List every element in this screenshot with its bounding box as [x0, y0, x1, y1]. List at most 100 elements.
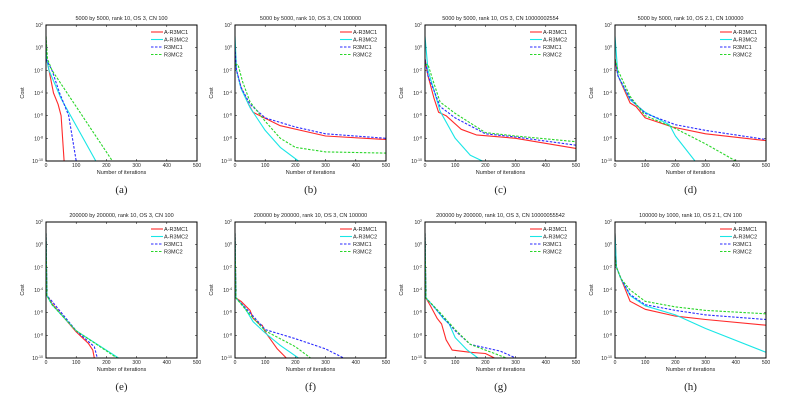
y-tick-label: 10-4 [603, 287, 612, 294]
y-tick-exponent: -8 [609, 332, 612, 336]
y-tick-exponent: -10 [38, 158, 43, 162]
x-tick-label: 100 [261, 360, 270, 366]
y-tick-exponent: -10 [227, 158, 232, 162]
series-line-r3mc2 [46, 233, 118, 358]
y-tick-exponent: -4 [609, 287, 612, 291]
series-line-r3mc1 [425, 233, 516, 358]
series-line-a-r3mc2 [235, 233, 299, 358]
plot-frame [614, 221, 767, 359]
x-axis-label: Number of iterations [97, 367, 147, 373]
series-group [425, 36, 576, 161]
y-tick-label: 10-10 [411, 158, 422, 165]
y-tick-exponent: 0 [420, 242, 422, 246]
y-tick-label: 100 [604, 45, 612, 52]
y-tick-label: 10-6 [34, 310, 43, 317]
legend-entry: R3MC1 [733, 45, 752, 51]
y-tick-exponent: -4 [609, 90, 612, 94]
legend-entry: A-R3MC1 [733, 227, 757, 233]
legend-entry: R3MC2 [164, 53, 183, 59]
series-line-a-r3mc2 [615, 36, 696, 161]
legend-entry: A-R3MC1 [543, 227, 567, 233]
x-tick-label: 500 [572, 360, 581, 366]
plot-frame [45, 24, 198, 162]
plot-frame [234, 24, 387, 162]
y-tick-label: 10-8 [413, 135, 422, 142]
y-tick-label: 102 [604, 22, 612, 29]
plot-title: 5000 by 5000, rank 10, OS 2.1, CN 100000 [638, 16, 744, 22]
series-line-a-r3mc1 [425, 233, 495, 358]
series-line-a-r3mc1 [46, 233, 95, 358]
series-line-a-r3mc2 [425, 36, 483, 161]
y-tick-label: 10-4 [413, 287, 422, 294]
series-line-r3mc1 [46, 233, 98, 358]
y-tick-exponent: -6 [419, 113, 422, 117]
legend-entry: R3MC2 [353, 53, 372, 59]
y-tick-exponent: -6 [229, 113, 232, 117]
x-axis-label: Number of iterations [97, 170, 147, 176]
y-tick-label: 100 [414, 242, 422, 249]
subfigure-caption: (c) [494, 184, 507, 196]
series-line-r3mc1 [46, 58, 77, 161]
x-tick-label: 400 [732, 360, 741, 366]
series-line-r3mc1 [425, 58, 576, 146]
y-tick-label: 10-6 [603, 310, 612, 317]
subplot-h: 100000 by 1000, rank 10, OS 2.1, CN 100 1… [589, 213, 770, 393]
x-tick-label: 300 [701, 360, 710, 366]
y-tick-label: 10-8 [34, 332, 43, 339]
x-tick-label: 400 [163, 360, 172, 366]
x-tick-label: 500 [762, 163, 771, 169]
x-tick-label: 300 [511, 360, 520, 366]
legend-entry: A-R3MC1 [353, 30, 377, 36]
legend-entry: R3MC2 [733, 53, 752, 59]
legend-entry: R3MC2 [164, 250, 183, 256]
y-tick-exponent: 0 [610, 242, 612, 246]
subfigure-caption: (d) [684, 184, 697, 196]
series-line-r3mc2 [235, 233, 311, 358]
x-tick-label: 400 [542, 360, 551, 366]
x-axis-label: Number of iterations [286, 367, 336, 373]
y-tick-exponent: -10 [607, 355, 612, 359]
y-tick-exponent: -6 [609, 310, 612, 314]
plot-title: 5000 by 5000, rank 10, OS 3, CN 10000002… [442, 16, 559, 22]
series-group [615, 36, 766, 161]
y-tick-exponent: -8 [40, 332, 43, 336]
y-tick-label: 10-2 [413, 264, 422, 271]
x-tick-label: 100 [72, 163, 81, 169]
y-tick-exponent: 0 [230, 242, 232, 246]
series-line-a-r3mc2 [425, 233, 479, 358]
x-tick-label: 200 [481, 360, 490, 366]
y-tick-label: 10-4 [223, 90, 232, 97]
plot-frame [45, 221, 198, 359]
y-tick-exponent: -8 [40, 135, 43, 139]
x-axis-label: Number of iterations [286, 170, 336, 176]
legend-entry: A-R3MC2 [543, 235, 567, 241]
x-tick-label: 400 [732, 163, 741, 169]
y-axis-label: Cost [20, 284, 26, 296]
y-tick-exponent: 2 [41, 22, 43, 26]
series-line-r3mc2 [235, 64, 386, 154]
y-tick-exponent: -2 [229, 67, 232, 71]
y-axis-label: Cost [399, 284, 405, 296]
y-tick-label: 10-6 [223, 113, 232, 120]
y-tick-label: 100 [224, 45, 232, 52]
y-tick-exponent: -6 [229, 310, 232, 314]
series-line-r3mc2 [425, 64, 576, 143]
y-tick-label: 10-6 [413, 310, 422, 317]
x-tick-label: 0 [45, 163, 48, 169]
y-tick-label: 10-10 [221, 158, 232, 165]
subfigure-caption: (g) [494, 381, 507, 393]
series-line-a-r3mc1 [235, 233, 287, 358]
legend-entry: R3MC1 [164, 45, 183, 51]
series-line-a-r3mc1 [615, 58, 766, 142]
y-tick-exponent: -10 [607, 158, 612, 162]
plot-title: 200000 by 200000, rank 10, OS 3, CN 1000… [436, 213, 565, 219]
x-tick-label: 400 [352, 163, 361, 169]
series-line-a-r3mc1 [425, 58, 576, 149]
x-tick-label: 0 [234, 163, 237, 169]
legend-entry: R3MC2 [543, 53, 562, 59]
y-tick-label: 10-2 [223, 67, 232, 74]
x-tick-label: 0 [614, 163, 617, 169]
x-tick-label: 200 [291, 360, 300, 366]
legend-entry: A-R3MC1 [164, 30, 188, 36]
y-axis-label: Cost [589, 284, 595, 296]
